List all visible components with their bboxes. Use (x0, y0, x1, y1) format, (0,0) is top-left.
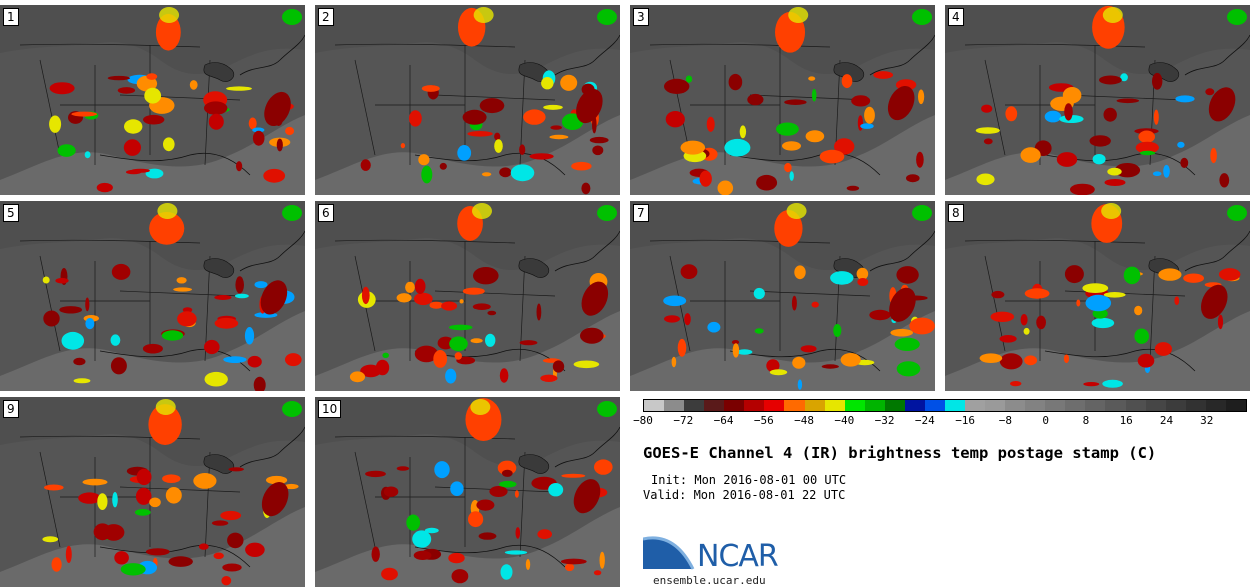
colorbar-swatch (844, 400, 865, 411)
map-image (945, 201, 1250, 391)
colorbar-tick: −72 (673, 414, 694, 427)
colorbar-tick: −24 (914, 414, 935, 427)
colorbar-swatch (804, 400, 825, 411)
colorbar-swatch (985, 400, 1006, 411)
panel-number: 1 (3, 8, 19, 26)
init-time: Init: Mon 2016-08-01 00 UTC (651, 473, 847, 487)
colorbar-swatch (1105, 400, 1126, 411)
colorbar-swatch (1185, 400, 1206, 411)
colorbar-swatch (704, 400, 725, 411)
colorbar-swatch (1145, 400, 1166, 411)
colorbar-swatch (1205, 400, 1226, 411)
colorbar-tick: −16 (955, 414, 976, 427)
colorbar-swatch (1165, 400, 1186, 411)
map-image (945, 5, 1250, 195)
colorbar-swatch (784, 400, 805, 411)
colorbar-swatch (744, 400, 765, 411)
colorbar-swatch (644, 400, 665, 411)
figure-title: GOES-E Channel 4 (IR) brightness temp po… (643, 444, 1157, 462)
map-panel-5: 5 (0, 201, 305, 391)
map-image (315, 5, 620, 195)
map-panel-7: 7 (630, 201, 935, 391)
colorbar-swatch (904, 400, 925, 411)
colorbar-tick: 16 (1119, 414, 1133, 427)
colorbar-tick: 24 (1159, 414, 1174, 427)
map-image (0, 397, 305, 587)
map-panel-2: 2 (315, 5, 620, 195)
panel-number: 4 (948, 8, 964, 26)
colorbar-swatch (1225, 400, 1246, 411)
colorbar (643, 399, 1247, 412)
colorbar-tick: −40 (834, 414, 855, 427)
map-panel-9: 9 (0, 397, 305, 587)
colorbar-swatch (884, 400, 905, 411)
colorbar-tick: −32 (874, 414, 895, 427)
colorbar-swatch (684, 400, 705, 411)
valid-time: Valid: Mon 2016-08-01 22 UTC (643, 488, 846, 502)
panel-number: 9 (3, 400, 19, 418)
colorbar-swatch (1125, 400, 1146, 411)
colorbar-swatch (944, 400, 965, 411)
colorbar-tick: −56 (753, 414, 774, 427)
panel-number: 5 (3, 204, 19, 222)
colorbar-swatch (1065, 400, 1086, 411)
colorbar-swatch (1005, 400, 1026, 411)
map-image (0, 201, 305, 391)
panel-number: 10 (318, 400, 342, 418)
colorbar-swatch (864, 400, 885, 411)
map-panel-8: 8 (945, 201, 1250, 391)
map-image (315, 397, 620, 587)
panel-number: 2 (318, 8, 334, 26)
colorbar-swatch (724, 400, 745, 411)
map-image (315, 201, 620, 391)
colorbar-tick: −80 (633, 414, 653, 427)
colorbar-swatch (965, 400, 986, 411)
panel-number: 8 (948, 204, 964, 222)
colorbar-tick: 0 (1042, 414, 1049, 427)
colorbar-ticks: −80 −72 −64 −56 −48 −40 −32 −24 −16 −8 0 8 16 24 32 (633, 414, 1247, 430)
ncar-logo-icon (643, 536, 695, 570)
colorbar-swatch (1025, 400, 1046, 411)
colorbar-swatch (1045, 400, 1066, 411)
panel-number: 6 (318, 204, 334, 222)
colorbar-tick: −8 (998, 414, 1013, 427)
colorbar-swatch (1085, 400, 1106, 411)
panel-number: 7 (633, 204, 649, 222)
colorbar-tick: 8 (1082, 414, 1090, 427)
map-panel-4: 4 (945, 5, 1250, 195)
map-panel-10: 10 (315, 397, 620, 587)
map-image (630, 201, 935, 391)
panel-number: 3 (633, 8, 649, 26)
colorbar-swatch (764, 400, 785, 411)
colorbar-swatch (924, 400, 945, 411)
site-url: ensemble.ucar.edu (653, 574, 766, 587)
colorbar-tick: 32 (1200, 414, 1214, 427)
map-panel-1: 1 (0, 5, 305, 195)
logo-text: NCAR (697, 539, 779, 574)
map-image (0, 5, 305, 195)
colorbar-swatch (664, 400, 685, 411)
map-panel-3: 3 (630, 5, 935, 195)
colorbar-swatch (824, 400, 845, 411)
colorbar-tick: −48 (794, 414, 814, 427)
map-image (630, 5, 935, 195)
map-panel-6: 6 (315, 201, 620, 391)
colorbar-tick: −64 (713, 414, 734, 427)
